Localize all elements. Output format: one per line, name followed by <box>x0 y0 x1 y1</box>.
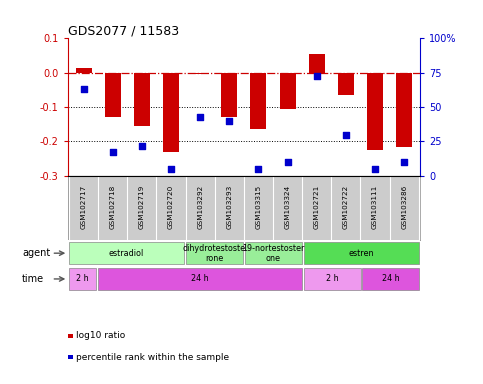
Bar <box>251 73 267 129</box>
Text: 2 h: 2 h <box>76 275 88 283</box>
Bar <box>309 54 325 73</box>
Bar <box>105 73 121 118</box>
Text: dihydrotestoste
rone: dihydrotestoste rone <box>183 244 246 263</box>
Bar <box>134 73 150 126</box>
Point <box>255 166 262 172</box>
Text: GDS2077 / 11583: GDS2077 / 11583 <box>68 24 179 37</box>
Text: GSM102717: GSM102717 <box>81 185 86 229</box>
Text: GSM103286: GSM103286 <box>401 185 407 229</box>
Text: GSM102718: GSM102718 <box>110 185 116 229</box>
Bar <box>396 73 412 147</box>
Point <box>284 159 291 165</box>
Point <box>109 149 117 156</box>
Bar <box>303 268 361 290</box>
Text: GSM102720: GSM102720 <box>168 185 174 229</box>
Text: GSM103292: GSM103292 <box>197 185 203 229</box>
Point <box>342 132 350 138</box>
Bar <box>303 242 419 264</box>
Text: GSM102719: GSM102719 <box>139 185 145 229</box>
Bar <box>280 73 296 109</box>
Text: GSM102721: GSM102721 <box>314 185 320 229</box>
Text: 2 h: 2 h <box>326 275 339 283</box>
Bar <box>163 73 179 152</box>
Bar <box>338 73 354 95</box>
Text: 24 h: 24 h <box>382 275 399 283</box>
Text: GSM103111: GSM103111 <box>372 185 378 229</box>
Bar <box>362 268 419 290</box>
Text: GSM103324: GSM103324 <box>284 185 291 229</box>
Text: GSM103293: GSM103293 <box>227 185 232 229</box>
Text: 24 h: 24 h <box>191 275 209 283</box>
Bar <box>192 73 208 74</box>
Text: time: time <box>22 274 44 284</box>
Bar <box>186 242 243 264</box>
Point <box>371 166 379 172</box>
Bar <box>76 68 92 73</box>
Bar <box>221 73 237 118</box>
Point <box>80 86 87 92</box>
Point <box>400 159 408 165</box>
Text: agent: agent <box>22 248 50 258</box>
Text: estradiol: estradiol <box>109 249 144 258</box>
Text: percentile rank within the sample: percentile rank within the sample <box>76 353 229 362</box>
Text: log10 ratio: log10 ratio <box>76 331 125 341</box>
Point <box>167 166 175 172</box>
Point <box>138 142 146 149</box>
Text: GSM102722: GSM102722 <box>343 185 349 229</box>
Point <box>226 118 233 124</box>
Text: estren: estren <box>349 249 374 258</box>
Bar <box>98 268 302 290</box>
Bar <box>245 242 302 264</box>
Bar <box>69 268 96 290</box>
Point <box>313 73 321 79</box>
Point <box>197 114 204 120</box>
Text: GSM103315: GSM103315 <box>256 185 261 229</box>
Bar <box>69 242 185 264</box>
Bar <box>367 73 383 150</box>
Text: 19-nortestoster
one: 19-nortestoster one <box>242 244 304 263</box>
